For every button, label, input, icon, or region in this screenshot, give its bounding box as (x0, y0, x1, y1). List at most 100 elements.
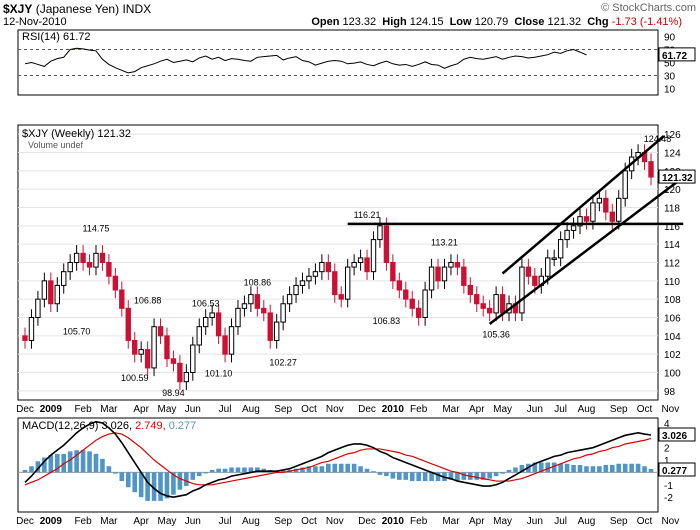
open-label: Open (311, 16, 340, 28)
macd-legend-item: 0.277 (166, 420, 197, 432)
candle-body (261, 307, 267, 314)
rsi-last-value-box (658, 47, 696, 62)
macd-histogram-bar (435, 472, 441, 482)
price-annotation: 106.83 (373, 316, 401, 326)
candle-body (80, 252, 86, 263)
macd-histogram-bar (138, 472, 144, 498)
macd-histogram-bar (480, 472, 486, 480)
price-last-value-box (658, 169, 696, 184)
macd-histogram-bar (74, 450, 79, 473)
macd-histogram-bar (345, 463, 350, 473)
candle-body (545, 257, 551, 277)
macd-histogram-bar (584, 466, 589, 473)
candle-body (293, 284, 299, 296)
macd-histogram-bar (461, 472, 467, 480)
macd-x-tick-label: Aug (242, 516, 260, 527)
open-value: 123.32 (342, 16, 377, 28)
macd-histogram-bar (67, 451, 73, 473)
macd-histogram-bar (300, 467, 305, 473)
price-x-tick-label: 2009 (40, 404, 63, 415)
macd-histogram-bar (597, 466, 602, 473)
macd-histogram-bar (338, 463, 344, 473)
macd-x-tick-label: Aug (578, 516, 596, 527)
macd-histogram-bar (351, 463, 357, 473)
candle-body (616, 197, 622, 222)
candle-body (215, 312, 222, 337)
macd-histogram-bar (545, 462, 551, 473)
candle-body (332, 271, 338, 296)
price-x-tick-label: Mar (442, 404, 460, 415)
macd-histogram-bar (280, 469, 286, 473)
macd-histogram-bar (100, 458, 105, 473)
price-tick-label: 100 (664, 369, 681, 380)
candle-body (254, 294, 261, 309)
candle-body (235, 307, 241, 328)
macd-histogram-bar (93, 453, 99, 473)
candle-body (203, 317, 209, 328)
macd-histogram-bar (416, 472, 421, 482)
price-annotation: 105.70 (63, 326, 91, 336)
macd-histogram-bar (190, 472, 196, 480)
price-x-tick-label: Oct (301, 404, 317, 415)
candle-body (370, 239, 377, 273)
candle-body (564, 229, 570, 241)
macd-x-tick-label: Dec (358, 516, 376, 527)
candle-body (435, 266, 441, 282)
candle-body (306, 275, 312, 282)
price-tick-label: 108 (664, 295, 681, 306)
macd-histogram-bar (48, 455, 54, 473)
close-label: Close (514, 16, 545, 28)
macd-histogram-bar (87, 451, 92, 473)
candle-body (383, 225, 390, 263)
candle-body (448, 262, 454, 268)
macd-histogram-bar (35, 461, 41, 473)
price-tick-label: 106 (664, 314, 681, 325)
macd-histogram-bar (203, 472, 209, 474)
macd-histogram-bar (54, 453, 60, 473)
price-x-tick-label: 2010 (382, 404, 405, 415)
macd-histogram-bar (629, 463, 634, 473)
candle-body (54, 284, 60, 305)
candle-body (93, 252, 99, 268)
candle-body (357, 257, 364, 263)
macd-histogram-bar (306, 466, 312, 473)
candle-body (61, 271, 67, 286)
candle-body (209, 312, 215, 318)
candle-body (622, 170, 628, 199)
price-x-tick-label: May (158, 404, 177, 415)
macd-legend-item: MACD(12,26,9) (22, 420, 98, 432)
candle-body (125, 307, 131, 341)
macd-x-tick-label: Jul (219, 516, 232, 527)
macd-histogram-bar (571, 465, 576, 473)
macd-histogram-bar (358, 466, 363, 473)
price-x-tick-label: Apr (133, 404, 149, 415)
credit-text: © StockCharts.com (601, 2, 696, 14)
macd-histogram-bar (409, 472, 415, 482)
price-panel: 9810010210410610811011211411611812012212… (17, 124, 696, 401)
macd-histogram-bar (429, 472, 434, 482)
candle-body (267, 312, 273, 341)
macd-signal-line (24, 432, 652, 486)
macd-histogram-bar (125, 472, 131, 488)
price-annotation: 124.48 (644, 134, 672, 144)
price-tick-label: 114 (664, 240, 680, 251)
price-x-tick-label: Dec (358, 404, 376, 415)
macd-histogram-bar (242, 467, 247, 473)
macd-histogram-bar (255, 467, 260, 473)
rsi-frame (17, 29, 659, 96)
macd-histogram-bar (397, 472, 402, 480)
price-x-tick-label: Jul (219, 404, 232, 415)
candle-body (467, 284, 473, 296)
macd-histogram-bar (177, 472, 183, 490)
macd-x-tick-label: Jun (185, 516, 201, 527)
high-label: High (382, 16, 407, 28)
price-annotation: 101.10 (205, 368, 233, 378)
candle-body (22, 335, 28, 341)
macd-x-tick-label: Apr (469, 516, 485, 527)
candle-body (351, 262, 357, 268)
price-annotation: 102.27 (269, 358, 297, 368)
price-annotation: 108.86 (244, 277, 272, 287)
candle-body (525, 266, 532, 277)
